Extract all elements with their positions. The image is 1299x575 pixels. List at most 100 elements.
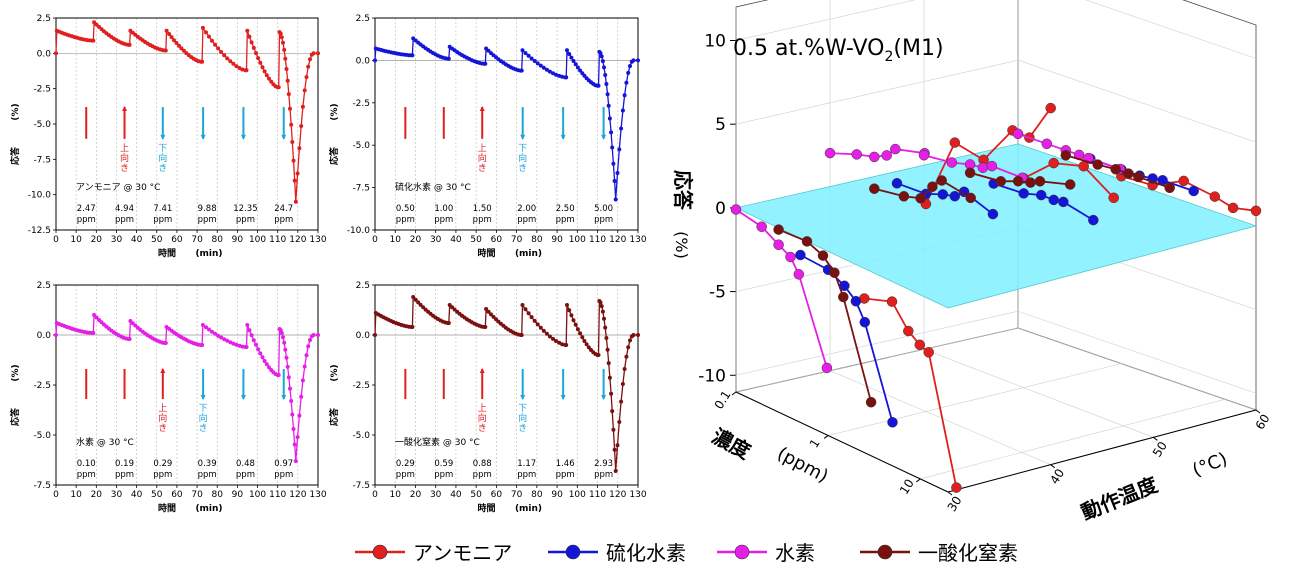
trace-point	[615, 443, 620, 448]
x-tick-label: 110	[589, 490, 606, 500]
trace-point	[610, 409, 615, 414]
series-point	[821, 362, 833, 374]
trace-point	[228, 59, 233, 64]
arrow-head-down	[601, 395, 607, 400]
concentration-unit: ppm	[77, 215, 96, 225]
series-point	[891, 178, 903, 189]
trace-point	[598, 300, 603, 305]
x-axis-unit: (min)	[515, 504, 542, 514]
concentration-unit: ppm	[274, 470, 293, 480]
y-axis-label: 応答	[9, 146, 21, 165]
y-tick-label: 0.0	[37, 331, 52, 341]
trace-point	[251, 45, 256, 50]
inset-gas-label: 水素 @ 30 °C	[76, 436, 134, 448]
trace-point	[564, 343, 569, 347]
arrow-head-down	[200, 134, 206, 140]
trace-point	[626, 70, 631, 75]
trace-point	[316, 51, 320, 56]
concentration-value: 0.97	[274, 459, 293, 469]
y-tick-label: -10.0	[347, 226, 371, 236]
trace-point	[609, 130, 614, 135]
trace-point	[169, 35, 174, 40]
series-point	[1092, 159, 1103, 170]
trace-point	[297, 146, 302, 151]
trace-point	[288, 386, 292, 391]
x-tick-label: 30	[430, 490, 442, 500]
y-tick-label: 0.0	[356, 331, 371, 341]
concentration-unit: ppm	[594, 470, 613, 480]
t-tick	[1255, 409, 1261, 414]
concentration-unit: ppm	[517, 470, 536, 480]
trace-point	[219, 50, 224, 54]
x-tick-label: 50	[470, 235, 482, 245]
trace-point	[264, 362, 269, 367]
concentration-unit: ppm	[115, 470, 134, 480]
series-point	[986, 160, 998, 172]
x-tick-label: 80	[212, 490, 224, 500]
arrow-label: 下	[518, 404, 527, 414]
series-point	[838, 291, 849, 303]
series-point	[829, 267, 840, 278]
series-point	[1012, 175, 1024, 187]
x-tick-label: 30	[430, 235, 442, 245]
x-tick-label: 90	[232, 235, 244, 245]
x-tick-label: 0	[53, 490, 59, 500]
legend-label: アンモニア	[413, 541, 512, 565]
concentration-unit: ppm	[153, 215, 172, 225]
trace-point	[308, 338, 312, 342]
x-tick-label: 20	[91, 490, 103, 500]
arrow-head-down	[240, 134, 246, 140]
series-point	[914, 339, 926, 351]
trace-point	[489, 312, 493, 317]
trace-point	[526, 311, 531, 316]
x-axis-unit: (min)	[195, 504, 222, 514]
trace-point	[532, 59, 537, 63]
x-tick-label: 10	[390, 490, 402, 500]
t-tick	[947, 491, 953, 496]
trace-point	[293, 199, 298, 204]
trace-point	[600, 309, 605, 314]
trace-point	[573, 322, 578, 327]
trace-point	[311, 51, 316, 56]
arrow-label: 上	[120, 143, 129, 154]
y-tick-label: 2.5	[37, 14, 51, 24]
y-axis-unit: (%)	[330, 103, 340, 120]
trace-point	[619, 126, 624, 131]
series-point	[773, 239, 784, 250]
x-tick-label: 110	[269, 235, 286, 245]
trace-point	[519, 333, 524, 337]
y-axis-unit: (%)	[11, 364, 21, 381]
trace-point	[260, 65, 265, 70]
x-tick-label: 50	[151, 490, 163, 500]
series-point	[817, 250, 829, 261]
trace-point	[619, 399, 624, 404]
trace-point	[289, 122, 294, 127]
trace-point	[258, 60, 263, 65]
y-axis-unit: (%)	[11, 103, 21, 120]
concentration-value: 24.7	[274, 204, 293, 214]
z-tick-label: -5	[709, 283, 726, 303]
trace-point	[213, 331, 218, 336]
trace-point	[299, 124, 304, 128]
concentration-unit: ppm	[274, 215, 293, 225]
trace-point	[620, 382, 625, 386]
x-tick-label: 80	[531, 235, 543, 245]
y-tick-label: -5.0	[352, 431, 370, 441]
trace-point	[606, 103, 611, 108]
trace-point	[240, 344, 245, 349]
trace-point	[612, 179, 617, 183]
series-point	[1045, 102, 1056, 114]
concentration-value: 2.00	[517, 204, 536, 214]
legend-label: 一酸化窒素	[918, 541, 1018, 565]
trace-point	[411, 295, 416, 299]
series-point	[923, 347, 934, 358]
concentration-unit: ppm	[198, 470, 217, 480]
trace-point	[234, 342, 239, 347]
concentration-unit: ppm	[556, 470, 575, 480]
z-tick-label: 10	[704, 31, 726, 51]
y-tick-label: 2.5	[356, 281, 370, 291]
series-point	[1110, 163, 1121, 175]
trace-point	[292, 178, 297, 183]
series-point	[1060, 150, 1072, 161]
x-tick-label: 120	[289, 490, 306, 500]
